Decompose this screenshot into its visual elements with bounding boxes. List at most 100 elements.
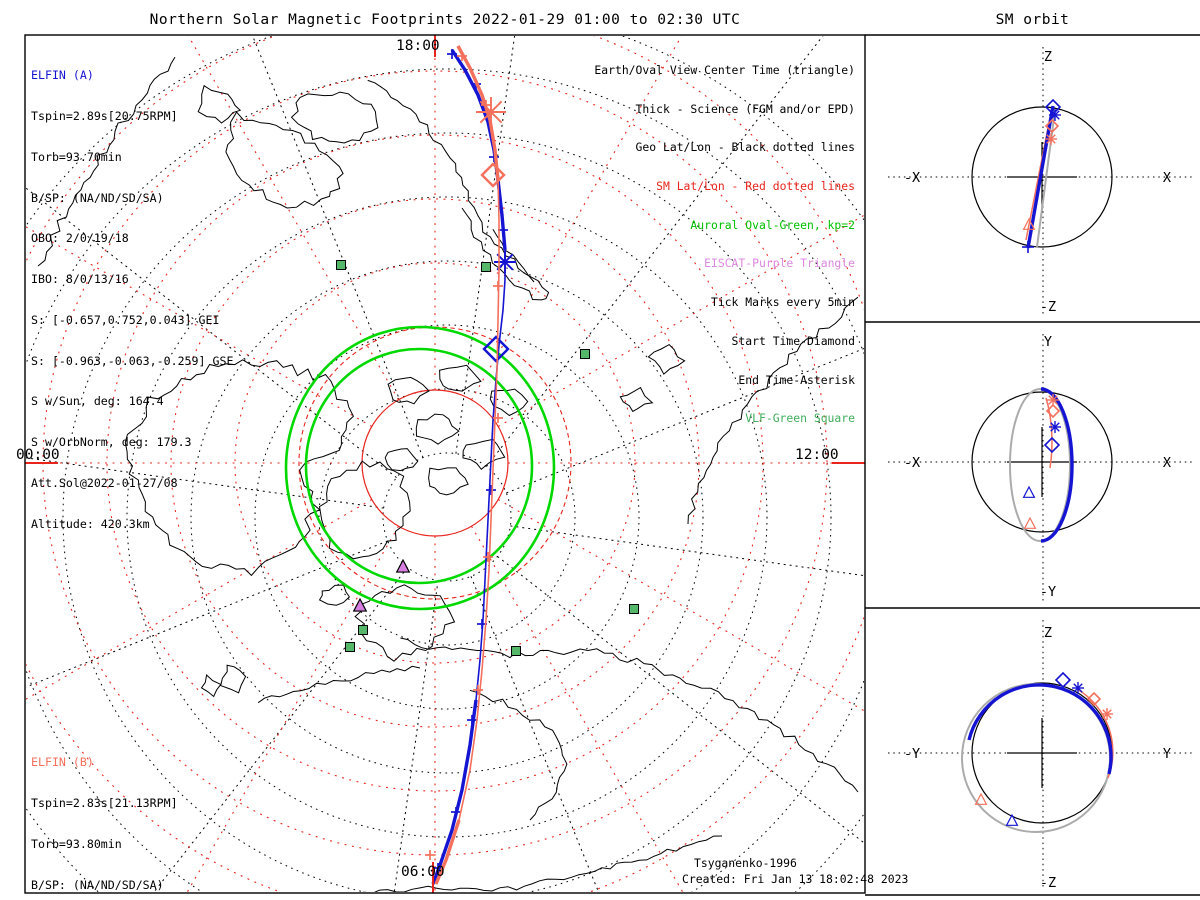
axis-label-left: -X bbox=[904, 170, 920, 186]
asterisk-marker bbox=[1072, 682, 1084, 694]
sm-orbit-panel-1: Z -Z -X X bbox=[865, 34, 1200, 316]
asterisk-marker bbox=[1045, 133, 1057, 145]
coastline bbox=[124, 359, 355, 577]
triangle-marker bbox=[1005, 813, 1019, 826]
mlt-label-0600: 06:00 bbox=[401, 864, 445, 880]
asterisk-marker bbox=[1101, 708, 1113, 720]
map-legend: Earth/Oval View Center Time (triangle) T… bbox=[594, 38, 855, 451]
axis-label-right: X bbox=[1163, 455, 1171, 471]
asterisk-marker bbox=[1047, 394, 1059, 406]
orbit-arc-salmon bbox=[1045, 397, 1053, 469]
mlt-label-1200: 12:00 bbox=[795, 447, 839, 463]
triangle-marker bbox=[974, 792, 988, 805]
asterisk-marker bbox=[476, 97, 506, 127]
orbit-arc-blue bbox=[1040, 387, 1074, 543]
coastline bbox=[384, 448, 419, 472]
orbit-gray bbox=[1009, 388, 1071, 542]
eiscat-triangles bbox=[352, 558, 411, 612]
coastline bbox=[362, 835, 723, 892]
sm-orbit-panel-3: Z -Z -Y Y bbox=[865, 607, 1200, 891]
coastline bbox=[619, 386, 654, 413]
polar-map bbox=[26, 36, 864, 892]
coastline bbox=[318, 460, 411, 560]
vlf-square bbox=[511, 646, 521, 656]
coastline bbox=[387, 376, 430, 405]
legend-line: SM Lat/Lon - Red dotted lines bbox=[656, 178, 855, 193]
triangle-marker bbox=[395, 558, 411, 573]
coastline bbox=[290, 91, 379, 144]
credit-created: Created: Fri Jan 13 18:02:48 2023 bbox=[682, 872, 909, 886]
earth-circle bbox=[971, 391, 1113, 533]
legend-line: Auroral Oval-Green, kp=2 bbox=[690, 217, 855, 232]
map-frame bbox=[24, 34, 866, 894]
coastline bbox=[439, 364, 482, 392]
plus-tick bbox=[451, 807, 461, 817]
elfin-a-line: Tspin=2.89s[20.75RPM] bbox=[31, 108, 178, 123]
elfin-a-line: S w/Sun, deg: 164.4 bbox=[31, 394, 164, 409]
asterisk-marker bbox=[1049, 109, 1061, 121]
vlf-square bbox=[481, 262, 491, 272]
asterisk-marker bbox=[494, 251, 516, 273]
axis-label-left: -X bbox=[904, 455, 920, 471]
mlt-label-1800: 18:00 bbox=[396, 38, 440, 54]
triangle-marker bbox=[352, 597, 368, 612]
axis-label-bottom: -Z bbox=[1040, 299, 1056, 315]
plus-tick bbox=[467, 715, 477, 725]
vlf-square bbox=[336, 260, 346, 270]
plus-tick bbox=[473, 685, 483, 695]
legend-line: Earth/Oval View Center Time (triangle) bbox=[594, 62, 855, 77]
earth-circle bbox=[971, 106, 1113, 248]
vlf-square bbox=[580, 349, 590, 359]
plus-tick bbox=[493, 281, 503, 291]
diamond-marker bbox=[1054, 671, 1072, 689]
coastline bbox=[354, 584, 456, 662]
coastline bbox=[687, 296, 859, 525]
diamond-marker bbox=[1044, 98, 1062, 116]
orbit-arc-blue bbox=[967, 683, 1113, 775]
triangle-marker bbox=[1023, 516, 1037, 529]
axis-label-right: Y bbox=[1163, 746, 1171, 762]
coastline bbox=[469, 689, 568, 821]
triangle-marker bbox=[1022, 485, 1036, 498]
legend-line: Geo Lat/Lon - Black dotted lines bbox=[635, 140, 855, 155]
elfin-a-line: Torb=93.70min bbox=[31, 149, 122, 164]
track-elfin_b bbox=[425, 45, 506, 885]
figure-title: Northern Solar Magnetic Footprints 2022-… bbox=[149, 12, 741, 28]
elfin-b-line: Tspin=2.83s[21.13RPM] bbox=[31, 795, 178, 810]
diamond-marker bbox=[1044, 118, 1060, 134]
vlf-square bbox=[345, 642, 355, 652]
coastline bbox=[37, 56, 176, 267]
elfin-b-info: ELFIN (B) Tspin=2.83s[21.13RPM] Torb=93.… bbox=[31, 729, 226, 900]
elfin-a-header: ELFIN (A) bbox=[31, 68, 94, 83]
legend-line: End Time-Asterisk bbox=[738, 372, 855, 387]
axis-label-right: X bbox=[1163, 170, 1171, 186]
axis-label-top: Z bbox=[1044, 625, 1052, 641]
coastline bbox=[225, 111, 344, 209]
elfin-a-line: IBO: 8/0/13/16 bbox=[31, 272, 129, 287]
axis-label-bottom: -Z bbox=[1040, 875, 1056, 891]
mlt-label-0000: 00:00 bbox=[16, 447, 60, 463]
coastline bbox=[197, 84, 242, 124]
axis-label-bottom: -Y bbox=[1040, 584, 1056, 600]
elfin-a-line: S: [-0.963,-0.063,-0.259] GSE bbox=[31, 353, 234, 368]
diamond-marker bbox=[1045, 403, 1061, 419]
plus-tick bbox=[447, 49, 457, 59]
diamond-marker bbox=[1043, 436, 1061, 454]
geo-grid bbox=[26, 36, 864, 892]
elfin-b-header: ELFIN (B) bbox=[31, 755, 94, 770]
elfin-a-line: Altitude: 420.3km bbox=[31, 516, 150, 531]
plus-tick bbox=[425, 850, 435, 860]
plus-tick bbox=[486, 485, 496, 495]
diamond-marker bbox=[482, 335, 510, 363]
coastline bbox=[647, 343, 686, 375]
legend-line: Tick Marks every 5min bbox=[710, 295, 855, 310]
vlf-squares bbox=[336, 260, 639, 656]
coastline bbox=[415, 413, 460, 445]
track-thick-science bbox=[434, 819, 461, 885]
triangle-marker bbox=[1022, 217, 1036, 230]
axis-label-top: Z bbox=[1044, 49, 1052, 65]
credit-model: Tsyganenko-1996 bbox=[694, 856, 797, 870]
legend-line: EISCAT-Purple Triangle bbox=[704, 256, 855, 271]
